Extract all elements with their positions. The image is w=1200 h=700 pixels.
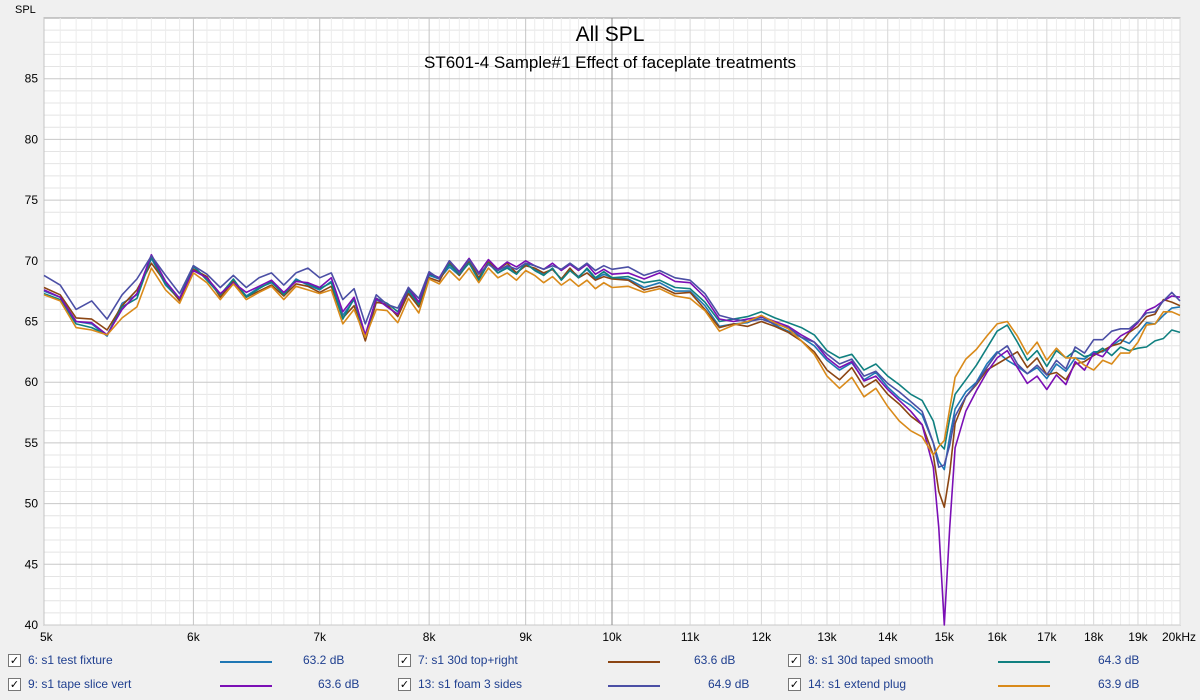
x-tick-label: 19k	[1128, 630, 1148, 644]
legend-swatch	[220, 661, 272, 663]
legend-swatch	[608, 685, 660, 687]
x-tick-label: 13k	[817, 630, 837, 644]
legend-item-s1-30d-top-right[interactable]: ✓ 7: s1 30d top+right 63.6 dB	[398, 651, 778, 673]
legend-label: 13: s1 foam 3 sides	[418, 677, 523, 691]
y-tick-label: 55	[25, 436, 39, 450]
legend-level: 63.2 dB	[303, 653, 345, 667]
x-tick-label: 6k	[187, 630, 201, 644]
legend-level: 64.3 dB	[1098, 653, 1140, 667]
legend-item-s1-30d-taped-smooth[interactable]: ✓ 8: s1 30d taped smooth 64.3 dB	[788, 651, 1168, 673]
x-tick-label: 15k	[935, 630, 955, 644]
y-tick-label: 85	[25, 72, 39, 86]
legend-level: 63.6 dB	[694, 653, 736, 667]
legend-label: 9: s1 tape slice vert	[28, 677, 132, 691]
legend-swatch	[220, 685, 272, 687]
x-tick-label: 8k	[423, 630, 437, 644]
series-line-1	[43, 259, 1181, 509]
x-tick-label: 17k	[1037, 630, 1057, 644]
legend-level: 64.9 dB	[708, 677, 750, 691]
checkbox-checked-icon[interactable]: ✓	[398, 654, 411, 667]
y-tick-label: 65	[25, 315, 39, 329]
legend-swatch	[998, 685, 1050, 687]
checkbox-checked-icon[interactable]: ✓	[398, 678, 411, 691]
legend-level: 63.9 dB	[1098, 677, 1140, 691]
chart-subtitle: ST601-4 Sample#1 Effect of faceplate tre…	[424, 53, 796, 72]
legend-label: 8: s1 30d taped smooth	[808, 653, 934, 667]
legend-level: 63.6 dB	[318, 677, 360, 691]
x-tick-label: 14k	[878, 630, 898, 644]
x-tick-label: 7k	[313, 630, 327, 644]
series-lines	[43, 253, 1181, 626]
y-tick-label: 60	[25, 375, 39, 389]
legend-swatch	[608, 661, 660, 663]
y-tick-label: 40	[25, 618, 39, 632]
checkbox-checked-icon[interactable]: ✓	[8, 678, 21, 691]
y-tick-label: 75	[25, 193, 39, 207]
legend-item-s1-tape-slice-vert[interactable]: ✓ 9: s1 tape slice vert 63.6 dB	[8, 675, 388, 697]
legend-swatch	[998, 661, 1050, 663]
series-line-4	[43, 255, 1181, 469]
x-tick-label: 16k	[987, 630, 1007, 644]
legend-label: 6: s1 test fixture	[28, 653, 113, 667]
legend-label: 7: s1 30d top+right	[418, 653, 518, 667]
series-line-3	[43, 253, 1181, 626]
legend-item-s1-extend-plug[interactable]: ✓ 14: s1 extend plug 63.9 dB	[788, 675, 1168, 697]
checkbox-checked-icon[interactable]: ✓	[788, 654, 801, 667]
series-line-5	[43, 267, 1181, 456]
x-tick-label: 10k	[602, 630, 622, 644]
x-tick-label: 11k	[681, 630, 700, 644]
checkbox-checked-icon[interactable]: ✓	[8, 654, 21, 667]
y-tick-label: 80	[25, 132, 39, 146]
x-tick-label: 12k	[752, 630, 772, 644]
legend-row-1: ✓ 6: s1 test fixture 63.2 dB ✓ 7: s1 30d…	[0, 651, 1200, 673]
x-tick-label: 5k	[40, 630, 54, 644]
tick-labels: 40 45 50 55 60 65 70 75 80 85 5k 6k 7k 8k 9k 10k 11k 12k 1…	[25, 72, 1196, 644]
chart-title: All SPL	[576, 23, 645, 46]
series-line-2	[43, 256, 1181, 450]
legend-label: 14: s1 extend plug	[808, 677, 907, 691]
legend-item-s1-foam-3-sides[interactable]: ✓ 13: s1 foam 3 sides 64.9 dB	[398, 675, 778, 697]
y-tick-label: 70	[25, 254, 39, 268]
y-tick-label: 45	[25, 557, 39, 571]
x-tick-label: 18k	[1084, 630, 1104, 644]
y-tick-label: 50	[25, 497, 39, 511]
x-tick-label: 20kHz	[1162, 630, 1196, 644]
legend-row-2: ✓ 9: s1 tape slice vert 63.6 dB ✓ 13: s1…	[0, 675, 1200, 697]
legend-item-s1-test-fixture[interactable]: ✓ 6: s1 test fixture 63.2 dB	[8, 651, 388, 673]
grid	[43, 18, 1181, 626]
x-tick-label: 9k	[519, 630, 533, 644]
checkbox-checked-icon[interactable]: ✓	[788, 678, 801, 691]
y-axis-label: SPL	[15, 4, 36, 16]
